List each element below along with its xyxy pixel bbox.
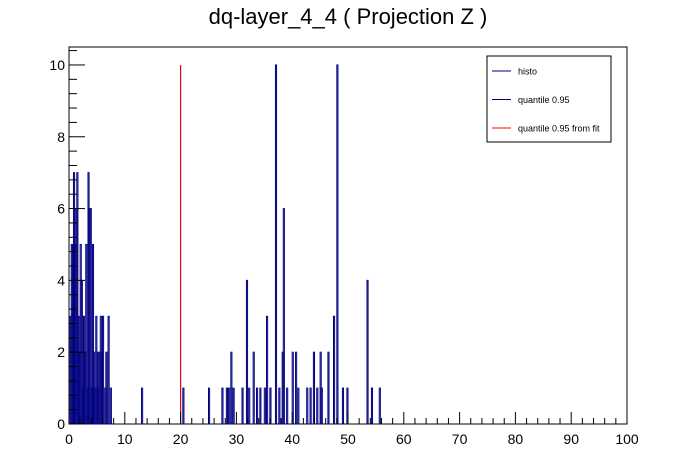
x-tick-label: 60 — [396, 431, 412, 447]
histogram-bar — [208, 387, 211, 425]
histogram-bar — [252, 351, 255, 425]
histogram-bar — [101, 315, 105, 425]
histogram-bar — [341, 387, 345, 425]
histogram-bar — [221, 387, 224, 425]
histogram-bar — [346, 387, 349, 425]
histogram-bar — [232, 387, 235, 425]
legend-label: quantile 0.95 from fit — [518, 124, 600, 134]
histogram-bar — [91, 243, 95, 425]
chart-title: dq-layer_4_4 ( Projection Z ) — [208, 4, 488, 29]
histogram-bar — [274, 64, 278, 425]
histogram-bar — [327, 351, 330, 425]
histogram-bar — [332, 315, 336, 425]
x-tick-label: 70 — [452, 431, 468, 447]
histogram-bar — [291, 351, 294, 425]
histogram-bar — [225, 387, 228, 425]
legend: histo quantile 0.95 quantile 0.95 from fit — [486, 55, 612, 143]
histogram-bar — [286, 387, 289, 425]
histogram-bar — [255, 387, 259, 425]
x-tick-label: 0 — [65, 431, 73, 447]
y-tick-label: 2 — [57, 344, 65, 360]
histogram-bar — [378, 387, 381, 425]
histogram-bar — [297, 387, 300, 425]
histogram-bar — [320, 387, 323, 425]
histogram-bar — [269, 387, 272, 425]
histogram-bar — [266, 315, 269, 425]
histogram-bar — [228, 387, 231, 425]
y-tick-label: 10 — [49, 57, 65, 73]
histogram-bar — [241, 387, 244, 425]
x-tick-label: 80 — [508, 431, 524, 447]
histogram-bar — [370, 387, 374, 425]
histogram-bar — [312, 351, 316, 425]
histogram-bar — [105, 351, 108, 425]
x-tick-label: 20 — [173, 431, 189, 447]
y-tick-label: 6 — [57, 201, 65, 217]
histogram-bar — [282, 208, 285, 425]
histogram-bar — [316, 387, 319, 425]
histogram-bar — [141, 387, 144, 425]
y-tick-label: 4 — [57, 272, 65, 288]
histogram-bar — [366, 279, 369, 425]
x-tick-label: 100 — [615, 431, 639, 447]
histogram-bar — [107, 315, 110, 425]
histogram-bar — [248, 387, 251, 425]
y-tick-label: 8 — [57, 129, 65, 145]
histogram-bar — [89, 208, 92, 425]
histogram-bar — [109, 387, 112, 425]
y-tick-label: 0 — [57, 416, 65, 432]
x-tick-label: 10 — [117, 431, 133, 447]
x-tick-label: 30 — [229, 431, 245, 447]
histogram-bar — [259, 387, 262, 425]
legend-label: histo — [518, 67, 537, 77]
histogram-bar — [182, 387, 185, 425]
histogram-bar — [306, 387, 309, 425]
histogram-bar — [85, 243, 88, 425]
histogram-bar — [245, 279, 249, 425]
legend-label: quantile 0.95 — [518, 95, 570, 105]
histogram-bar — [230, 351, 233, 425]
histogram-bar — [336, 64, 339, 425]
histogram-bar — [263, 387, 266, 425]
histogram-bar — [309, 387, 312, 425]
histogram-bar — [278, 387, 281, 425]
x-tick-label: 90 — [563, 431, 579, 447]
x-tick-label: 40 — [284, 431, 300, 447]
x-tick-label: 50 — [340, 431, 356, 447]
histogram-bar — [295, 351, 298, 425]
